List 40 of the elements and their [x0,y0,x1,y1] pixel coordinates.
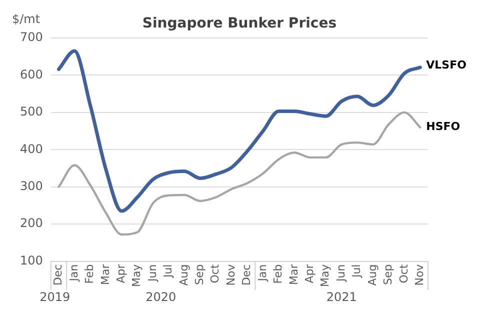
x-tick-label: May [318,264,332,288]
x-tick-label: Sep [382,264,395,285]
x-tick-label: Nov [413,264,426,286]
x-tick-label: May [130,264,144,288]
line-series [58,111,422,236]
x-tick-label: Dec [240,264,254,286]
x-tick-label: Mar [98,264,112,286]
y-tick-label: 200 [20,216,43,230]
x-tick-label: Mar [287,264,300,286]
x-tick-label: Aug [177,264,190,286]
series-label: HSFO [426,120,460,134]
y-axis-title: $/mt [12,12,40,26]
x-tick-label: Nov [224,264,238,286]
x-tick-label: Jul [162,264,175,279]
y-tick-label: 100 [20,253,43,268]
x-tick-label: Jan [67,264,80,282]
x-tick-label: Jun [146,264,159,282]
x-tick-label: Jun [334,264,348,282]
x-tick-label: Feb [272,264,285,284]
x-tick-label: Feb [83,264,96,284]
y-tick-label: 700 [20,30,43,44]
x-tick-label: Oct [397,264,410,284]
x-tick-label: Jul [350,264,364,279]
text: 2020 [146,290,176,304]
x-tick-label: Apr [114,264,128,284]
x-tick-label: Sep [193,264,206,285]
line-series [57,49,422,213]
x-tick-label: Oct [208,264,222,284]
y-tick-label: 500 [20,104,43,119]
y-tick-label: 300 [20,178,43,193]
series-label: VLSFO [426,58,466,72]
y-tick-label: 600 [20,67,43,82]
x-tick-label: Jan [256,264,269,282]
chart-title: Singapore Bunker Prices [142,16,337,32]
x-tick-label: Dec [52,264,65,286]
text: 2021 [326,290,357,304]
y-tick-label: 400 [20,142,43,156]
x-tick-label: Aug [366,264,379,286]
text: 2019 [40,290,70,304]
x-tick-label: Apr [303,264,316,284]
